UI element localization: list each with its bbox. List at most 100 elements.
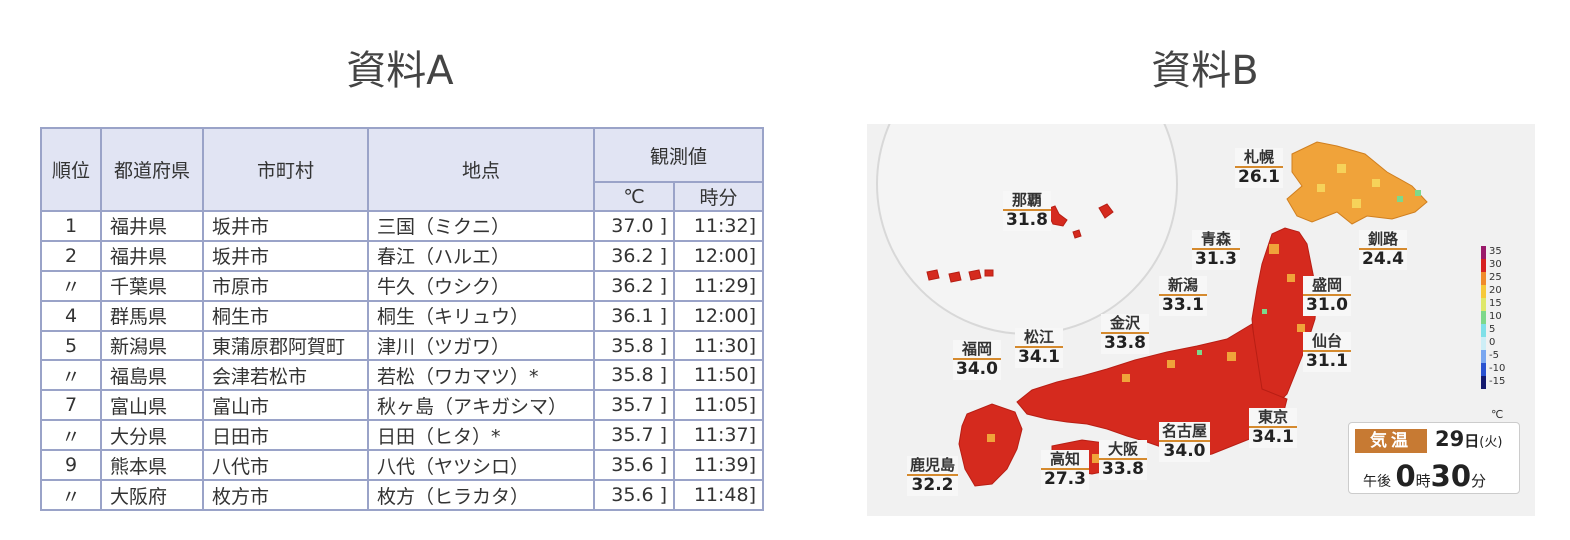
city-label-niigata: 新潟 33.1 bbox=[1159, 276, 1207, 316]
legend-label: 10 bbox=[1489, 311, 1502, 322]
cell-rank: 1 bbox=[40, 210, 102, 242]
table-row: 1 福井県 坂井市 三国（ミクニ） 37.0 ] 11:32] bbox=[40, 210, 765, 242]
cell-temperature: 35.8 ] bbox=[593, 329, 675, 362]
legend-swatch bbox=[1481, 285, 1486, 298]
legend-swatch bbox=[1481, 337, 1486, 350]
cell-prefecture: 福井県 bbox=[100, 239, 204, 272]
cell-prefecture: 千葉県 bbox=[100, 269, 204, 302]
legend-label: 15 bbox=[1489, 298, 1502, 309]
cell-rank: 9 bbox=[40, 449, 102, 482]
city-label-kushiro: 釧路 24.4 bbox=[1359, 230, 1407, 270]
cell-time: 11:37] bbox=[672, 419, 765, 452]
legend-label: 20 bbox=[1489, 285, 1502, 296]
cell-time: 12:00] bbox=[672, 239, 765, 272]
header-site: 地点 bbox=[367, 127, 595, 212]
legend-swatch bbox=[1481, 272, 1486, 285]
timebox-time: 午後 0時30分 bbox=[1363, 459, 1487, 493]
kyushu-shape bbox=[958, 403, 1023, 487]
cell-municipality: 枚方市 bbox=[202, 479, 369, 511]
cell-municipality: 富山市 bbox=[202, 389, 369, 422]
table-row: 〃大分県 日田市 日田（ヒタ）* 35.7 ] 11:37] bbox=[40, 419, 765, 452]
cell-site: 三国（ミクニ） bbox=[367, 210, 595, 242]
cell-temperature: 35.6 ] bbox=[593, 479, 675, 511]
legend-swatch bbox=[1481, 376, 1486, 389]
header-municipality: 市町村 bbox=[202, 127, 369, 212]
cell-municipality: 桐生市 bbox=[202, 299, 369, 332]
cell-prefecture: 新潟県 bbox=[100, 329, 204, 362]
city-label-morioka: 盛岡 31.0 bbox=[1303, 276, 1351, 316]
table-row: 〃福島県 会津若松市 若松（ワカマツ）* 35.8 ] 11:50] bbox=[40, 359, 765, 392]
city-label-osaka: 大阪 33.8 bbox=[1099, 440, 1147, 480]
cell-prefecture: 大分県 bbox=[100, 419, 204, 452]
cell-rank: 7 bbox=[40, 389, 102, 422]
city-label-matsue: 松江 34.1 bbox=[1015, 328, 1063, 368]
temperature-ranking-table: 順位 都道府県 市町村 地点 観測値 ℃ 時分 1 福井県 坂井市 三国（ミクニ） 37… bbox=[40, 127, 765, 511]
cell-municipality: 坂井市 bbox=[202, 210, 369, 242]
cell-temperature: 35.7 ] bbox=[593, 419, 675, 452]
cell-temperature: 37.0 ] bbox=[593, 210, 675, 242]
cell-time: 11:50] bbox=[672, 359, 765, 392]
legend-swatch bbox=[1481, 259, 1486, 272]
cell-prefecture: 群馬県 bbox=[100, 299, 204, 332]
cell-rank: 4 bbox=[40, 299, 102, 332]
heading-material-a: 資料A bbox=[346, 48, 454, 94]
legend-swatch bbox=[1481, 363, 1486, 376]
temperature-color-legend: 35 30 25 20 15 10 5 0 -5 -10 -15 ℃ bbox=[1481, 246, 1517, 516]
cell-temperature: 35.8 ] bbox=[593, 359, 675, 392]
legend-label: -15 bbox=[1489, 376, 1506, 387]
cell-site: 桐生（キリュウ） bbox=[367, 299, 595, 332]
city-label-sapporo: 札幌 26.1 bbox=[1235, 148, 1283, 188]
city-label-fukuoka: 福岡 34.0 bbox=[953, 340, 1001, 380]
header-rank: 順位 bbox=[40, 127, 102, 212]
honshu-shape bbox=[1016, 323, 1288, 460]
header-prefecture: 都道府県 bbox=[100, 127, 204, 212]
cell-site: 秋ヶ島（アキガシマ） bbox=[367, 389, 595, 422]
header-observed-value: 観測値 bbox=[592, 127, 765, 183]
cell-time: 11:05] bbox=[672, 389, 765, 422]
cell-site: 津川（ツガワ） bbox=[367, 329, 595, 362]
city-label-kagoshima: 鹿児島 32.2 bbox=[907, 456, 959, 496]
cell-municipality: 日田市 bbox=[202, 419, 369, 452]
cell-rank: 2 bbox=[40, 239, 102, 272]
header-unit-time: 時分 bbox=[672, 181, 765, 212]
legend-label: 0 bbox=[1489, 337, 1496, 348]
table-row: 7 富山県 富山市 秋ヶ島（アキガシマ） 35.7 ] 11:05] bbox=[40, 389, 765, 422]
cell-time: 11:39] bbox=[672, 449, 765, 482]
table-row: 2 福井県 坂井市 春江（ハルエ） 36.2 ] 12:00] bbox=[40, 239, 765, 272]
legend-label: 25 bbox=[1489, 272, 1502, 283]
city-label-sendai: 仙台 31.1 bbox=[1303, 332, 1351, 372]
cell-time: 12:00] bbox=[672, 299, 765, 332]
cell-time: 11:30] bbox=[672, 329, 765, 362]
cell-temperature: 35.7 ] bbox=[593, 389, 675, 422]
cell-temperature: 35.6 ] bbox=[593, 449, 675, 482]
cell-municipality: 市原市 bbox=[202, 269, 369, 302]
cell-temperature: 36.2 ] bbox=[593, 239, 675, 272]
cell-prefecture: 福井県 bbox=[100, 210, 204, 242]
cell-rank: 5 bbox=[40, 329, 102, 362]
cell-prefecture: 熊本県 bbox=[100, 449, 204, 482]
cell-time: 11:29] bbox=[672, 269, 765, 302]
cell-rank: 〃 bbox=[40, 269, 102, 302]
legend-swatch bbox=[1481, 350, 1486, 363]
legend-unit: ℃ bbox=[1491, 408, 1504, 421]
legend-label: -10 bbox=[1489, 363, 1506, 374]
cell-prefecture: 福島県 bbox=[100, 359, 204, 392]
table-row: 9 熊本県 八代市 八代（ヤツシロ） 35.6 ] 11:39] bbox=[40, 449, 765, 482]
legend-swatch bbox=[1481, 311, 1486, 324]
table-row: 5 新潟県 東蒲原郡阿賀町 津川（ツガワ） 35.8 ] 11:30] bbox=[40, 329, 765, 362]
timebox-date: 29日(火) bbox=[1435, 427, 1503, 451]
cell-municipality: 八代市 bbox=[202, 449, 369, 482]
city-label-aomori: 青森 31.3 bbox=[1192, 230, 1240, 270]
cell-temperature: 36.1 ] bbox=[593, 299, 675, 332]
table-row: 4 群馬県 桐生市 桐生（キリュウ） 36.1 ] 12:00] bbox=[40, 299, 765, 332]
legend-label: 30 bbox=[1489, 259, 1502, 270]
cell-rank: 〃 bbox=[40, 419, 102, 452]
table-row: 〃大阪府 枚方市 枚方（ヒラカタ） 35.6 ] 11:48] bbox=[40, 479, 765, 511]
cell-time: 11:48] bbox=[672, 479, 765, 511]
cell-rank: 〃 bbox=[40, 479, 102, 511]
timebox-label: 気温 bbox=[1355, 429, 1427, 453]
cell-municipality: 東蒲原郡阿賀町 bbox=[202, 329, 369, 362]
table-row: 〃千葉県 市原市 牛久（ウシク） 36.2 ] 11:29] bbox=[40, 269, 765, 302]
legend-swatch bbox=[1481, 246, 1486, 259]
cell-prefecture: 大阪府 bbox=[100, 479, 204, 511]
